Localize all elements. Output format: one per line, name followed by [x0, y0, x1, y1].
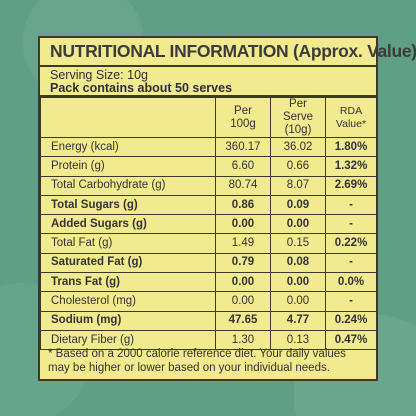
value-rda: 0.47% [325, 329, 377, 351]
value-rda: 1.80% [325, 136, 377, 158]
value-per-serve: 0.15 [270, 233, 326, 254]
nutrient-label: Trans Fat (g) [40, 272, 216, 293]
value-rda: 0.24% [325, 310, 377, 331]
header-per-100g: Per 100g [215, 97, 271, 138]
footnote-line1: * Based on a 2000 calorie reference diet… [48, 348, 346, 360]
value-rda: - [325, 194, 377, 216]
nutrient-label: Cholesterol (mg) [40, 291, 216, 312]
nutrient-label: Dietary Fiber (g) [40, 329, 216, 351]
value-per-serve: 0.09 [270, 194, 326, 216]
nutrition-panel: NUTRITIONAL INFORMATION (Approx. Value) … [38, 36, 416, 381]
table-row: Cholesterol (mg) 0.00 0.00- [40, 291, 377, 312]
header-per-serve-line2: (10g) [284, 124, 312, 136]
value-per-serve: 8.07 [270, 175, 326, 196]
header-nutrient [40, 97, 216, 138]
value-per-100g: 0.79 [215, 252, 271, 274]
table-row: Dietary Fiber (g) 1.30 0.13 0.47% [40, 329, 377, 351]
value-per-serve: 0.00 [270, 291, 326, 312]
value-rda: 2.69% [325, 175, 377, 196]
value-per-serve: 36.02 [270, 136, 326, 158]
value-per-100g: 1.49 [215, 233, 271, 254]
nutrient-label: Saturated Fat (g) [40, 252, 216, 274]
value-per-100g: 80.74 [215, 175, 271, 196]
value-rda: - [325, 291, 377, 312]
value-per-100g: 1.30 [215, 329, 271, 351]
table-row: Protein (g) 6.60 0.66 1.32% [40, 156, 377, 177]
table-row: Sodium (mg) 47.65 4.77 0.24% [40, 310, 377, 331]
nutrition-table: Per 100g Per Serve (10g) RDA Value* Ener… [40, 97, 377, 351]
value-rda: 1.32% [325, 156, 377, 177]
table-row: Added Sugars (g) 0.00 0.00- [40, 214, 377, 235]
nutrient-label: Total Fat (g) [40, 233, 216, 254]
nutrient-label: Protein (g) [40, 156, 216, 177]
header-per-100g-line1: Per [234, 104, 252, 117]
value-per-serve: 0.08 [270, 252, 326, 274]
value-rda: - [325, 214, 377, 235]
value-per-serve: 0.00 [270, 214, 326, 235]
nutrient-label: Sodium (mg) [40, 310, 216, 331]
table-row: Total Sugars (g) 0.86 0.09- [40, 194, 377, 216]
value-per-100g: 0.86 [215, 194, 271, 216]
footnote: * Based on a 2000 calorie reference diet… [40, 345, 376, 379]
value-per-100g: 0.00 [215, 272, 271, 293]
table-row: Saturated Fat (g) 0.79 0.08- [40, 252, 377, 274]
table-row: Total Fat (g) 1.49 0.15 0.22% [40, 233, 377, 254]
table-row: Total Carbohydrate (g) 80.74 8.07 2.69% [40, 175, 377, 196]
serving-info: Serving Size: 10g Pack contains about 50… [40, 67, 376, 97]
nutrient-label: Total Carbohydrate (g) [40, 175, 216, 196]
pack-serves: Pack contains about 50 serves [50, 80, 233, 95]
value-per-serve: 0.66 [270, 156, 326, 177]
value-per-100g: 47.65 [215, 310, 271, 331]
header-per-serve: Per Serve (10g) [270, 97, 326, 138]
value-per-100g: 0.00 [215, 291, 271, 312]
value-rda: 0.0% [325, 272, 377, 293]
value-per-serve: 0.00 [270, 272, 326, 293]
value-per-100g: 360.17 [215, 136, 271, 158]
header-per-100g-line2: 100g [230, 117, 256, 130]
table-row: Trans Fat (g) 0.00 0.00 0.0% [40, 272, 377, 293]
header-per-serve-line1: Per Serve [282, 98, 314, 123]
footnote-line2: may be higher or lower based on your ind… [48, 361, 330, 374]
value-rda: - [325, 252, 377, 274]
panel-title: NUTRITIONAL INFORMATION (Approx. Value) [40, 38, 416, 67]
table-header-row: Per 100g Per Serve (10g) RDA Value* [40, 97, 377, 138]
nutrient-label: Total Sugars (g) [40, 194, 216, 216]
table-row: Energy (kcal) 360.17 36.02 1.80% [40, 136, 377, 158]
value-per-serve: 4.77 [270, 310, 326, 331]
serving-size: Serving Size: 10g [50, 68, 148, 82]
nutrient-label: Energy (kcal) [40, 136, 216, 158]
value-per-100g: 0.00 [215, 214, 271, 235]
header-rda: RDA Value* [325, 97, 377, 138]
value-rda: 0.22% [325, 233, 377, 254]
value-per-100g: 6.60 [215, 156, 271, 177]
nutrient-label: Added Sugars (g) [40, 214, 216, 235]
